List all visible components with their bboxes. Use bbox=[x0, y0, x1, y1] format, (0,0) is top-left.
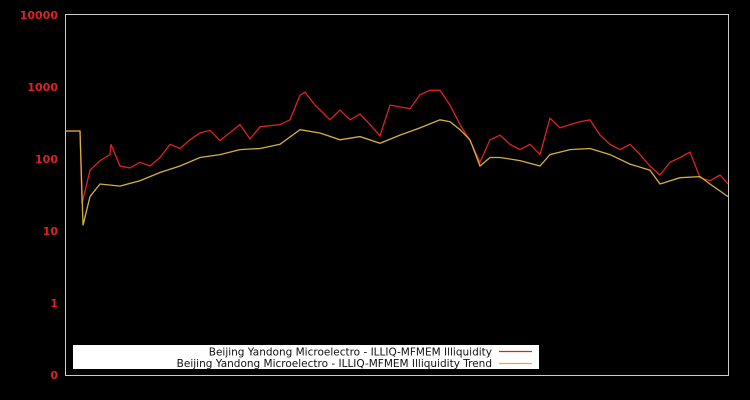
y-tick-label: 0 bbox=[50, 369, 58, 382]
y-tick-label: 100 bbox=[35, 153, 58, 166]
legend-label-trend: Beijing Yandong Microelectro - ILLIQ-MFM… bbox=[177, 358, 492, 370]
legend-box bbox=[73, 345, 539, 369]
illiquidity-line bbox=[65, 89, 729, 204]
y-tick-label: 10 bbox=[43, 225, 59, 238]
y-tick-label: 10000 bbox=[20, 9, 59, 22]
y-tick-label: 1000 bbox=[27, 81, 58, 94]
plot-frame bbox=[65, 14, 729, 376]
legend-label-illiquidity: Beijing Yandong Microelectro - ILLIQ-MFM… bbox=[209, 347, 492, 359]
illiquidity-trend-line bbox=[65, 119, 729, 226]
y-tick-label: 1 bbox=[50, 297, 58, 310]
legend: Beijing Yandong Microelectro - ILLIQ-MFM… bbox=[73, 345, 539, 370]
